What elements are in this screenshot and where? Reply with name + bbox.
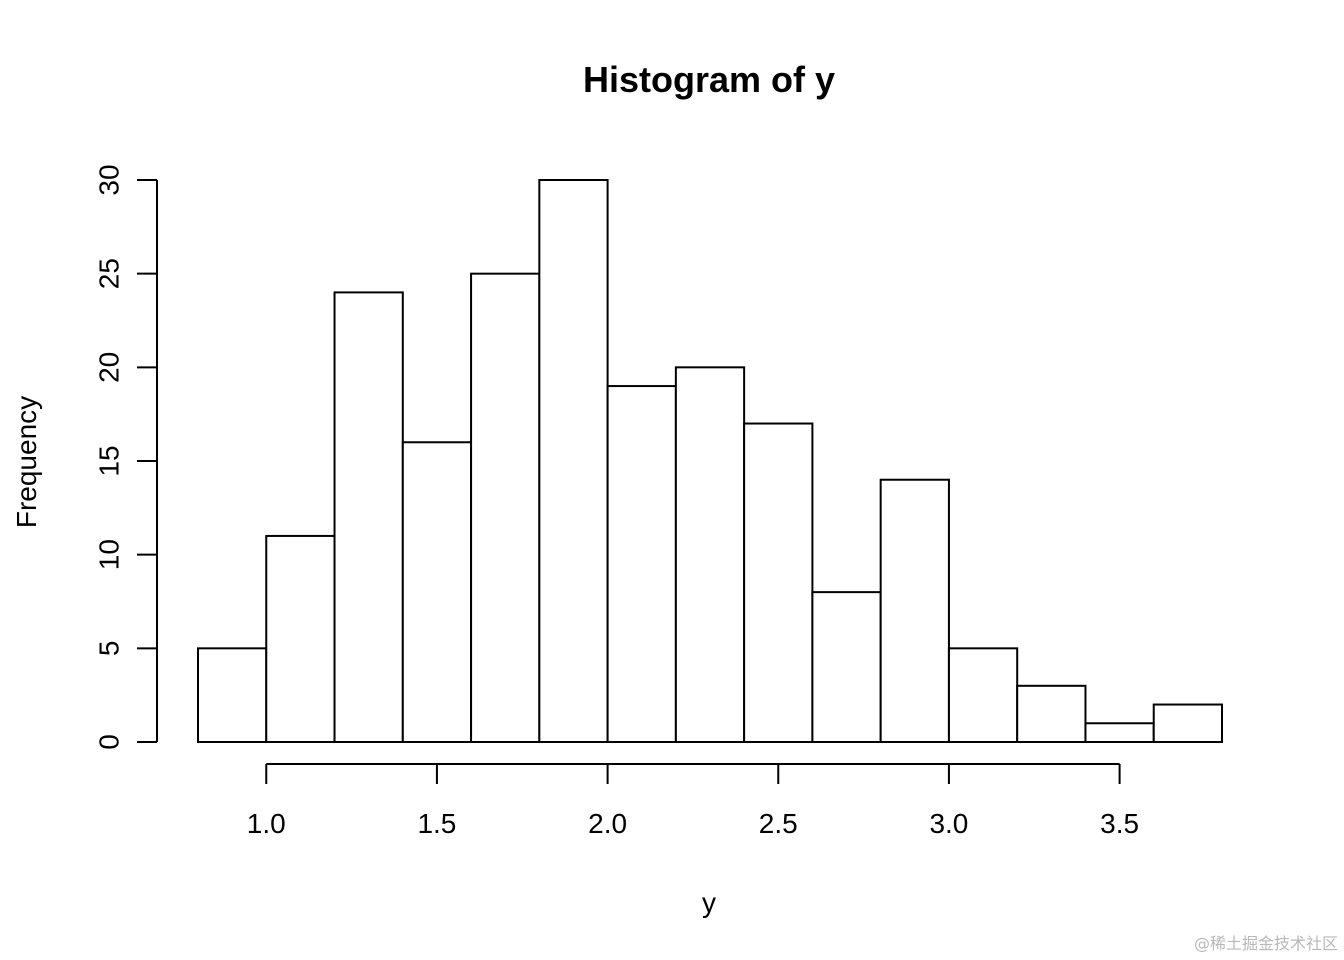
histogram-bar [197,647,268,743]
histogram-bar [811,591,882,744]
histogram-bar [265,534,336,744]
histogram-bar [470,272,541,743]
watermark: @稀土掘金技术社区 [1193,934,1338,953]
y-axis-label: Frequency [11,396,42,528]
x-axis-label: y [702,887,716,918]
y-tick-label: 0 [93,734,124,750]
x-tick-label: 3.5 [1100,808,1139,839]
x-axis: 1.0 1.5 2.0 2.5 3.0 3.5 [247,763,1139,839]
histogram-bar [333,291,404,743]
histogram-bar [1084,722,1155,743]
x-tick-label: 2.5 [759,808,798,839]
x-tick-label: 2.0 [588,808,627,839]
histogram-bar [947,647,1019,743]
histogram-bar [879,478,950,743]
histogram-bar [1152,703,1223,743]
y-tick-label: 25 [93,258,124,289]
y-tick-label: 5 [93,641,124,657]
x-tick-label: 3.0 [929,808,968,839]
x-tick-label: 1.0 [247,808,286,839]
histogram-bar [1016,684,1087,743]
histogram-bar [401,441,473,743]
y-tick-label: 10 [93,539,124,570]
histogram-bar [606,385,677,743]
y-tick-label: 15 [93,445,124,476]
histogram-bar [538,179,609,743]
histogram-bar [743,422,814,743]
y-tick-label: 20 [93,352,124,383]
x-tick-label: 1.5 [417,808,456,839]
histogram-bar [674,366,746,743]
chart-title: Histogram of y [583,59,835,100]
y-tick-label: 30 [93,164,124,195]
y-axis: 0 5 10 15 20 25 30 [93,164,158,750]
bars-group [197,179,1223,744]
